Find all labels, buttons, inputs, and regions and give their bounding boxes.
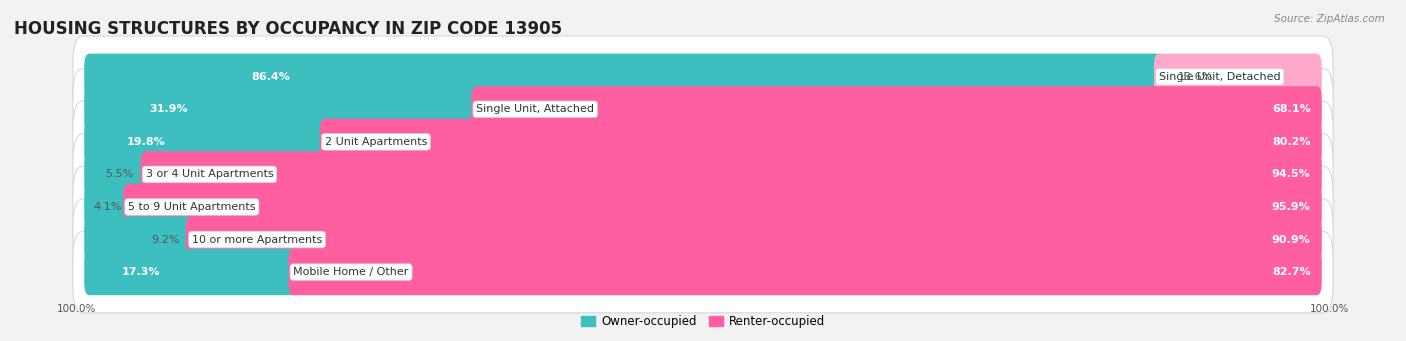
FancyBboxPatch shape <box>73 101 1333 182</box>
Text: 17.3%: 17.3% <box>122 267 160 277</box>
FancyBboxPatch shape <box>73 166 1333 248</box>
FancyBboxPatch shape <box>73 232 1333 313</box>
Text: 90.9%: 90.9% <box>1272 235 1310 244</box>
Text: Single Unit, Detached: Single Unit, Detached <box>1159 72 1281 82</box>
Text: Single Unit, Attached: Single Unit, Attached <box>477 104 595 114</box>
Text: HOUSING STRUCTURES BY OCCUPANCY IN ZIP CODE 13905: HOUSING STRUCTURES BY OCCUPANCY IN ZIP C… <box>14 20 562 38</box>
FancyBboxPatch shape <box>73 69 1333 150</box>
FancyBboxPatch shape <box>1154 54 1322 100</box>
Text: 94.5%: 94.5% <box>1272 169 1310 179</box>
FancyBboxPatch shape <box>319 119 1322 165</box>
Text: Source: ZipAtlas.com: Source: ZipAtlas.com <box>1274 14 1385 24</box>
Text: 4.1%: 4.1% <box>93 202 122 212</box>
FancyBboxPatch shape <box>84 119 330 165</box>
FancyBboxPatch shape <box>73 199 1333 280</box>
FancyBboxPatch shape <box>186 217 1322 263</box>
Text: 82.7%: 82.7% <box>1272 267 1310 277</box>
FancyBboxPatch shape <box>73 134 1333 215</box>
FancyBboxPatch shape <box>141 151 1322 197</box>
Text: 10 or more Apartments: 10 or more Apartments <box>193 235 322 244</box>
FancyBboxPatch shape <box>124 184 1322 230</box>
Text: 95.9%: 95.9% <box>1272 202 1310 212</box>
FancyBboxPatch shape <box>84 249 298 295</box>
Text: 86.4%: 86.4% <box>252 72 291 82</box>
FancyBboxPatch shape <box>84 217 197 263</box>
Legend: Owner-occupied, Renter-occupied: Owner-occupied, Renter-occupied <box>576 310 830 333</box>
FancyBboxPatch shape <box>84 184 134 230</box>
FancyBboxPatch shape <box>288 249 1322 295</box>
Text: 3 or 4 Unit Apartments: 3 or 4 Unit Apartments <box>146 169 273 179</box>
FancyBboxPatch shape <box>471 86 1322 132</box>
FancyBboxPatch shape <box>84 86 481 132</box>
Text: 9.2%: 9.2% <box>150 235 180 244</box>
FancyBboxPatch shape <box>84 54 1164 100</box>
Text: 68.1%: 68.1% <box>1272 104 1310 114</box>
FancyBboxPatch shape <box>84 151 150 197</box>
FancyBboxPatch shape <box>73 36 1333 117</box>
Text: 19.8%: 19.8% <box>127 137 165 147</box>
Text: 2 Unit Apartments: 2 Unit Apartments <box>325 137 427 147</box>
Text: Mobile Home / Other: Mobile Home / Other <box>294 267 409 277</box>
Text: 80.2%: 80.2% <box>1272 137 1310 147</box>
Text: 31.9%: 31.9% <box>149 104 188 114</box>
Text: 5.5%: 5.5% <box>105 169 134 179</box>
Text: 5 to 9 Unit Apartments: 5 to 9 Unit Apartments <box>128 202 256 212</box>
Text: 13.6%: 13.6% <box>1178 72 1213 82</box>
